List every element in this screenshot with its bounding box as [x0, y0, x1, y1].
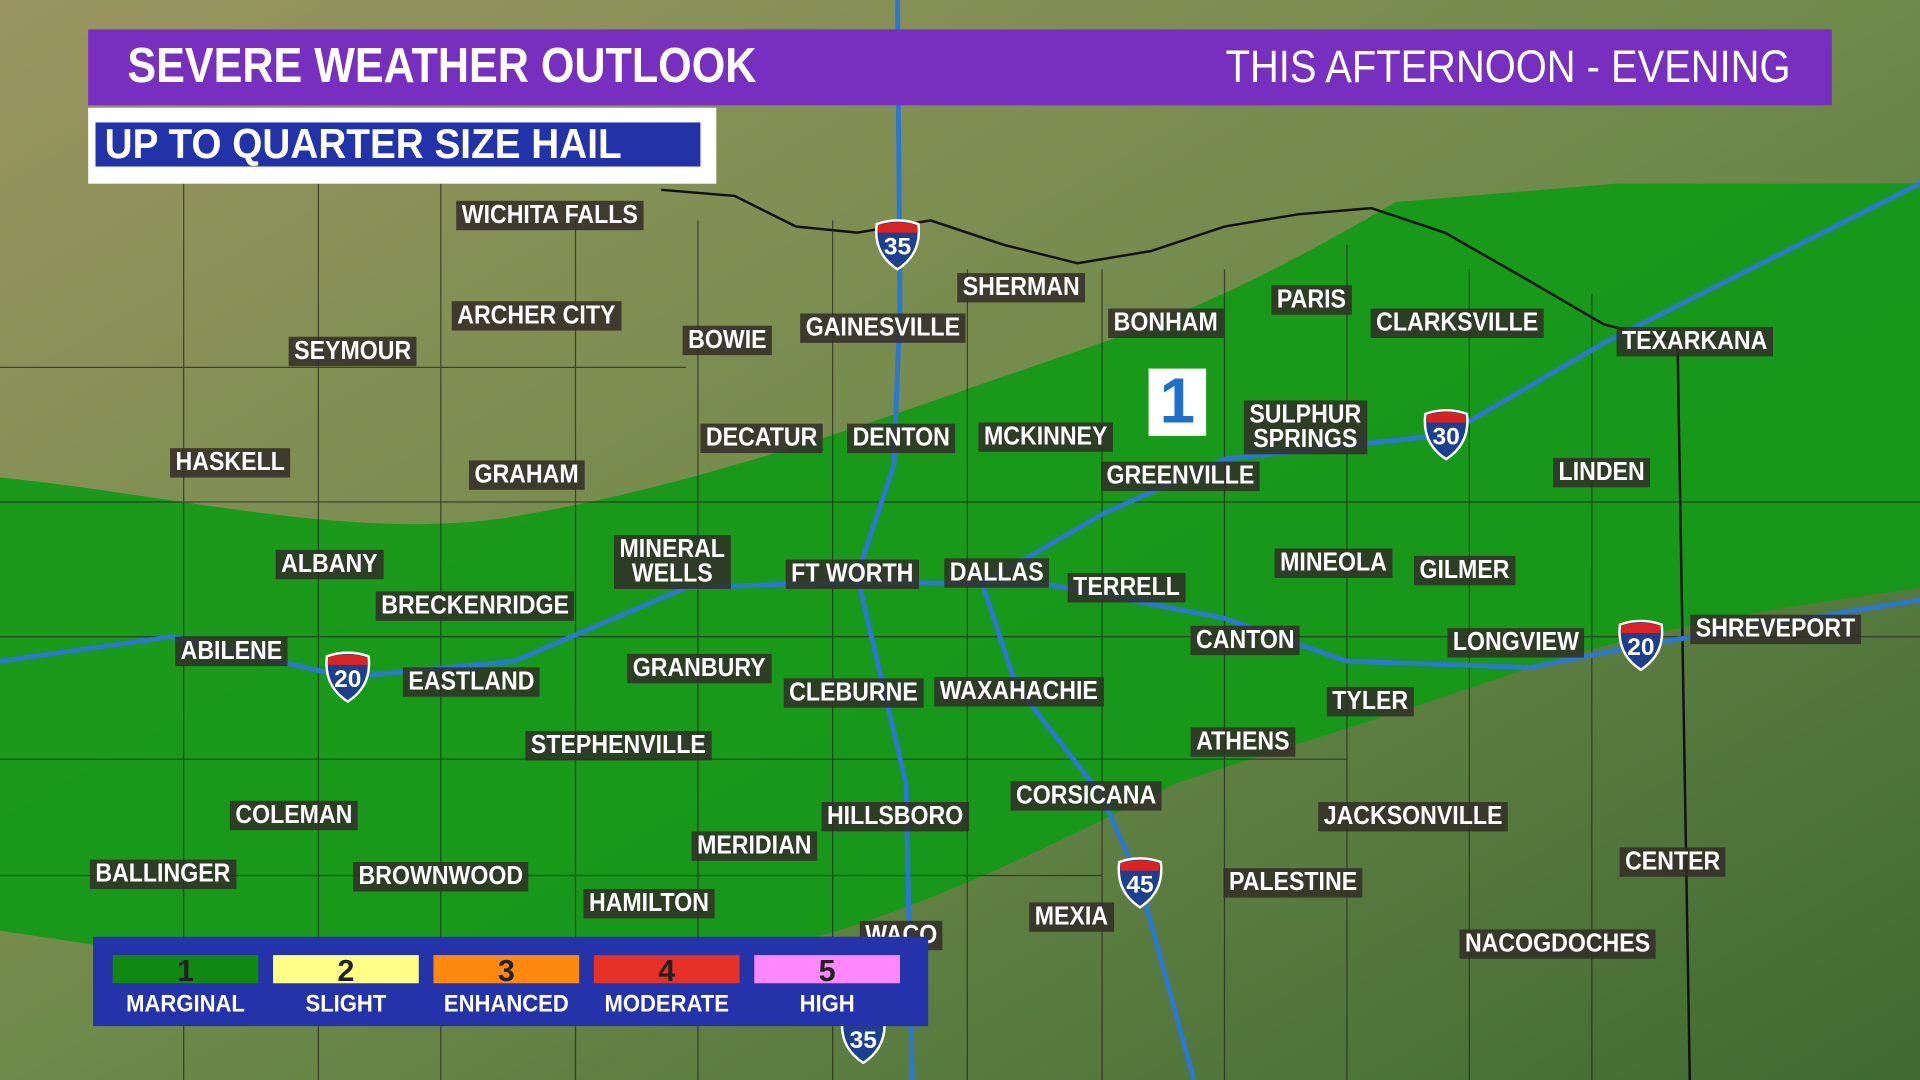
interstate-number: 35: [849, 1027, 877, 1055]
legend-item-moderate: 4 MODERATE: [593, 955, 740, 1019]
legend-item-high: 5 HIGH: [754, 955, 901, 1019]
city-label: PALESTINE: [1223, 868, 1363, 898]
interstate-shield-icon: 20: [1616, 619, 1665, 672]
city-label: EASTLAND: [402, 667, 540, 697]
city-label: CLEBURNE: [783, 678, 924, 708]
city-label: DENTON: [847, 423, 956, 454]
city-label: HASKELL: [170, 448, 291, 478]
city-label: CLARKSVILLE: [1370, 308, 1544, 338]
city-label: ABILENE: [175, 636, 288, 667]
legend-item-enhanced: 3 ENHANCED: [433, 955, 580, 1019]
city-label: CENTER: [1619, 847, 1726, 877]
city-label: LINDEN: [1553, 457, 1651, 488]
hail-banner: UP TO QUARTER SIZE HAIL: [88, 107, 717, 184]
city-label: WAXAHACHIE: [934, 677, 1104, 707]
interstate-number: 30: [1432, 423, 1460, 451]
city-label: GRANBURY: [627, 653, 772, 684]
city-label: CANTON: [1190, 625, 1301, 656]
timeframe: THIS AFTERNOON - EVENING: [1225, 41, 1791, 92]
city-label: HAMILTON: [583, 888, 715, 919]
legend-item-slight: 2 SLIGHT: [273, 955, 419, 1019]
state-borders: [661, 188, 1692, 1080]
legend-label: SLIGHT: [305, 990, 387, 1018]
city-label: STEPHENVILLE: [525, 731, 712, 761]
legend-label: MODERATE: [604, 990, 729, 1018]
city-label: TEXARKANA: [1616, 326, 1773, 357]
city-label: GRAHAM: [468, 460, 585, 490]
interstate-shield-icon: 20: [323, 651, 372, 704]
city-label: ATHENS: [1190, 727, 1296, 757]
interstate-number: 20: [1627, 634, 1655, 662]
city-label: BRECKENRIDGE: [375, 591, 575, 621]
legend-item-marginal: 1 MARGINAL: [112, 955, 259, 1019]
city-label: MCKINNEY: [978, 422, 1113, 452]
city-label: FT WORTH: [785, 559, 919, 589]
marginal-risk-area: [0, 183, 1920, 1005]
city-label: CORSICANA: [1010, 781, 1162, 811]
city-label: ALBANY: [275, 549, 384, 580]
city-label: SHREVEPORT: [1690, 614, 1861, 645]
legend-swatch: 4: [593, 955, 740, 987]
city-label: MERIDIAN: [691, 831, 818, 861]
city-label: WICHITA FALLS: [456, 200, 644, 231]
legend-swatch: 2: [273, 955, 419, 987]
city-label: GILMER: [1413, 555, 1516, 586]
risk-legend: 1 MARGINAL 2 SLIGHT 3 ENHANCED 4 MODERATE 5 HIGH: [93, 936, 929, 1027]
interstate-shield-icon: 30: [1422, 408, 1471, 461]
city-label: GAINESVILLE: [800, 313, 966, 343]
interstate-shield-icon: 35: [873, 219, 922, 271]
city-label: NACOGDOCHES: [1459, 929, 1656, 959]
legend-label: HIGH: [799, 990, 855, 1018]
legend-swatch: 5: [754, 955, 901, 987]
city-label: MEXIA: [1029, 902, 1114, 932]
city-label: DECATUR: [700, 423, 823, 454]
city-label: GREENVILLE: [1100, 461, 1260, 492]
city-label: MINERAL WELLS: [614, 535, 731, 589]
city-label: BROWNWOOD: [353, 862, 529, 892]
legend-swatch: 3: [433, 955, 580, 987]
city-label: TERRELL: [1067, 573, 1186, 603]
interstate-number: 20: [334, 666, 362, 694]
hail-banner-text: UP TO QUARTER SIZE HAIL: [104, 122, 622, 167]
city-label: TYLER: [1326, 686, 1414, 717]
city-label: MINEOLA: [1274, 548, 1393, 578]
legend-swatch: 1: [112, 955, 259, 987]
interstate-shield-icon: 45: [1116, 857, 1165, 909]
title-bar: SEVERE WEATHER OUTLOOK THIS AFTERNOON - …: [88, 29, 1832, 106]
legend-label: ENHANCED: [443, 990, 569, 1018]
interstate-number: 45: [1126, 871, 1154, 899]
city-label: HILLSBORO: [821, 802, 969, 832]
city-label: LONGVIEW: [1447, 628, 1585, 658]
city-label: BALLINGER: [89, 859, 236, 889]
title: SEVERE WEATHER OUTLOOK: [127, 39, 757, 94]
city-label: PARIS: [1271, 285, 1352, 315]
risk-level-label: 1: [1148, 368, 1207, 436]
city-label: SULPHUR SPRINGS: [1243, 400, 1367, 455]
city-label: DALLAS: [944, 558, 1050, 588]
city-label: SHERMAN: [957, 273, 1086, 303]
interstate-number: 35: [883, 233, 912, 261]
city-label: JACKSONVILLE: [1318, 802, 1508, 832]
city-label: BOWIE: [682, 325, 773, 356]
city-label: BONHAM: [1108, 308, 1224, 338]
legend-label: MARGINAL: [126, 990, 245, 1018]
city-label: ARCHER CITY: [451, 301, 621, 331]
city-label: COLEMAN: [229, 800, 358, 831]
city-label: SEYMOUR: [288, 336, 417, 367]
